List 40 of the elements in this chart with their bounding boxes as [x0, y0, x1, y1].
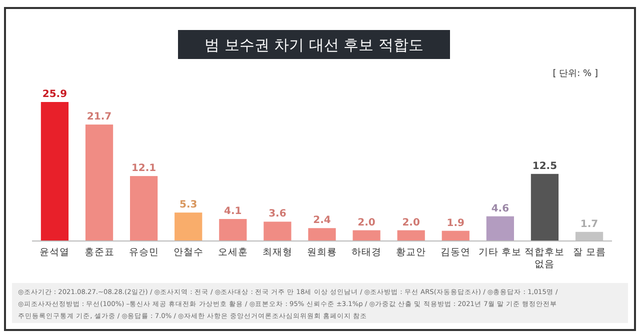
- bar: [442, 230, 470, 241]
- data-label: 3.6: [268, 208, 286, 220]
- x-tick-label: 안철수: [173, 247, 204, 258]
- data-label: 2.4: [313, 215, 331, 226]
- x-tick-label: 잘 모름: [572, 247, 606, 258]
- chart-title: 범 보수권 차기 대선 후보 적합도: [204, 36, 424, 54]
- bar: [397, 230, 425, 241]
- x-tick-label: 오세훈: [218, 247, 248, 258]
- data-label: 12.5: [532, 160, 558, 172]
- data-label: 1.7: [580, 218, 598, 230]
- bar: [352, 230, 380, 241]
- text: [ 단위: % ]: [552, 69, 598, 79]
- x-tick-label: 적합후보 없음: [524, 247, 565, 270]
- x-tick-label: 윤석열: [40, 247, 70, 258]
- x-tick-label: 홍준표: [84, 247, 114, 258]
- bar: [219, 218, 247, 241]
- bar: [486, 216, 514, 241]
- bar: [40, 102, 69, 241]
- x-tick-label: 최재형: [262, 247, 292, 258]
- data-label: 1.9: [446, 218, 465, 229]
- bar: [308, 228, 336, 241]
- x-tick-label: 김동연: [440, 247, 471, 258]
- data-label: 25.9: [42, 89, 68, 100]
- bar: [174, 212, 202, 241]
- x-tick-label: 황교안: [396, 247, 426, 258]
- x-tick-label: 원희룡: [307, 247, 337, 258]
- data-label: 12.1: [131, 163, 156, 174]
- x-tick-label: 기타 후보: [478, 247, 522, 258]
- x-tick-label: 유승민: [128, 247, 159, 258]
- bar: [130, 176, 158, 241]
- x-tick-label: 하태경: [352, 247, 382, 258]
- bar: [85, 124, 114, 241]
- data-label: 4.1: [224, 206, 242, 217]
- data-label: 2.0: [358, 217, 376, 228]
- data-label: 4.6: [491, 203, 510, 214]
- data-label: 2.0: [402, 217, 420, 228]
- bar: [530, 174, 559, 241]
- data-label: 21.7: [86, 112, 112, 123]
- data-label: 5.3: [180, 200, 198, 211]
- bar: [264, 222, 292, 241]
